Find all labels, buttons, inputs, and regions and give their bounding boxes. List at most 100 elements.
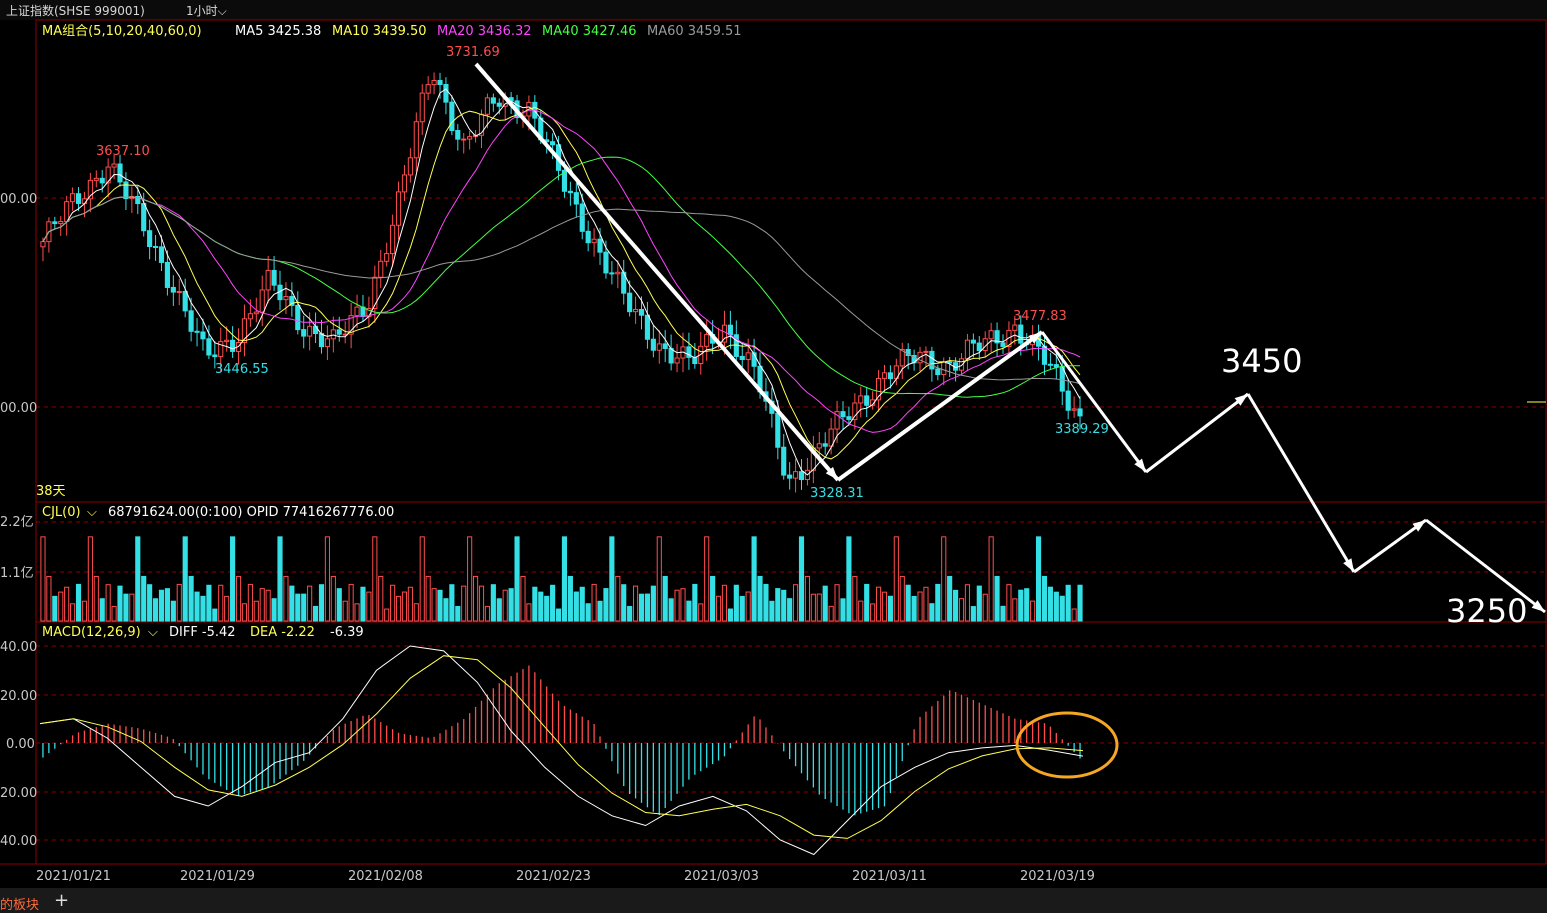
volume-bar [686, 600, 692, 622]
annotation-high-1: 3637.10 [96, 144, 150, 159]
volume-bar [561, 536, 568, 622]
ma20-line [42, 109, 1081, 433]
volume-bar [235, 575, 242, 622]
volume-bar [484, 605, 490, 622]
volume-bar [123, 593, 129, 622]
volume-bar [656, 536, 662, 622]
candle-body [170, 286, 176, 293]
candle-body [407, 157, 413, 176]
volume-bar [994, 575, 1000, 622]
volume-bar [573, 591, 579, 622]
volume-bar [958, 598, 965, 622]
candle-body [1047, 363, 1053, 366]
candle-body [591, 238, 597, 244]
candle-body [372, 276, 378, 310]
volume-bar [277, 536, 283, 622]
x-tick-label: 2021/03/11 [852, 869, 927, 884]
volume-bar [437, 589, 443, 622]
volume-bar [366, 591, 372, 622]
trend-arrow-down-1 [474, 62, 840, 482]
candle-body [1065, 390, 1071, 411]
volume-bar [680, 588, 686, 622]
candle-body [656, 343, 662, 351]
candle-body [111, 163, 117, 168]
volume-bar [1035, 536, 1042, 622]
volume-bar [253, 600, 259, 622]
volume-bar [164, 588, 170, 622]
ma60-line [42, 196, 1081, 385]
volume-bar [182, 536, 188, 622]
candle-body [947, 361, 953, 364]
macd-diff-label: DIFF -5.42 [169, 625, 236, 640]
forecast-arrow-4 [1353, 518, 1427, 574]
volume-bar [1077, 584, 1083, 622]
forecast-arrow-2-head [1234, 394, 1248, 406]
candle-body [449, 101, 455, 132]
volume-bar [224, 595, 230, 622]
volume-bar [704, 536, 710, 622]
candle-body [467, 136, 473, 140]
volume-bar [455, 605, 461, 622]
volume-bar [532, 586, 538, 622]
volume-bar [390, 584, 396, 622]
highlight-circle [1015, 711, 1119, 779]
volume-bar [401, 591, 408, 622]
chevron-down-icon: ⌵ [217, 4, 227, 18]
tab-sector[interactable]: 的板块 [0, 898, 40, 913]
volume-bar [206, 584, 212, 622]
trend-arrow-up-1 [836, 330, 1044, 482]
candle-body [224, 339, 230, 343]
ma5-line [42, 88, 1081, 476]
candle-body [455, 130, 461, 140]
candle-body [1006, 329, 1012, 347]
stock-chart[interactable]: MA组合(5,10,20,40,60,0) MA5 3425.38 MA10 3… [0, 0, 1547, 888]
candle-body [283, 296, 289, 301]
candle-body [93, 177, 99, 181]
candle-body [1000, 342, 1006, 347]
forecast-arrow-2 [1145, 392, 1249, 474]
candle-body [200, 331, 206, 340]
macd-legend: MACD(12,26,9) [42, 625, 141, 640]
volume-bar [899, 575, 905, 622]
candle-body [864, 395, 870, 406]
ma10-legend: MA10 3439.50 [332, 24, 427, 39]
candle-body [182, 290, 188, 312]
volume-bar [413, 603, 419, 622]
volume-bar [271, 598, 277, 622]
volume-bar [176, 583, 182, 622]
forecast-arrow-3 [1246, 393, 1356, 573]
macd-legend-chevron-icon: ⌵ [148, 625, 158, 640]
volume-bar [644, 593, 651, 622]
forecast-arrow-5-head [1531, 600, 1545, 612]
candle-body [561, 169, 568, 192]
forecast-arrow-1-head [1134, 458, 1146, 472]
volume-bar [846, 536, 852, 622]
candle-body [887, 372, 893, 380]
volume-bar [230, 536, 236, 622]
candle-body [745, 352, 751, 361]
candle-body [271, 269, 277, 286]
candle-body [988, 330, 994, 340]
volume-bar [378, 575, 384, 622]
price-legend: MA组合(5,10,20,40,60,0) MA5 3425.38 MA10 3… [42, 24, 742, 39]
volume-bar [324, 536, 330, 622]
candle-body [579, 203, 585, 232]
macd-y-tick: 20.00 [0, 689, 37, 704]
candle-body [431, 80, 437, 86]
volume-bar [158, 589, 165, 622]
volume-bar [342, 600, 348, 622]
candle-body [496, 102, 502, 107]
forecast-label-3250: 3250 [1446, 592, 1527, 630]
ma10-line [42, 106, 1081, 460]
volume-bar [864, 583, 870, 622]
add-tab-button[interactable]: + [54, 890, 70, 911]
macd-value-label: -6.39 [330, 625, 364, 640]
volume-bar [804, 575, 811, 622]
symbol-label: 上证指数(SHSE 999001) [6, 4, 145, 18]
period-selector[interactable]: 1小时⌵ [186, 2, 227, 19]
price-y-tick: 00.00 [0, 192, 37, 207]
x-tick-label: 2021/03/03 [684, 869, 759, 884]
candle-body [775, 412, 781, 448]
price-y-tick: 00.00 [0, 401, 37, 416]
panel-frames [0, 19, 1547, 865]
